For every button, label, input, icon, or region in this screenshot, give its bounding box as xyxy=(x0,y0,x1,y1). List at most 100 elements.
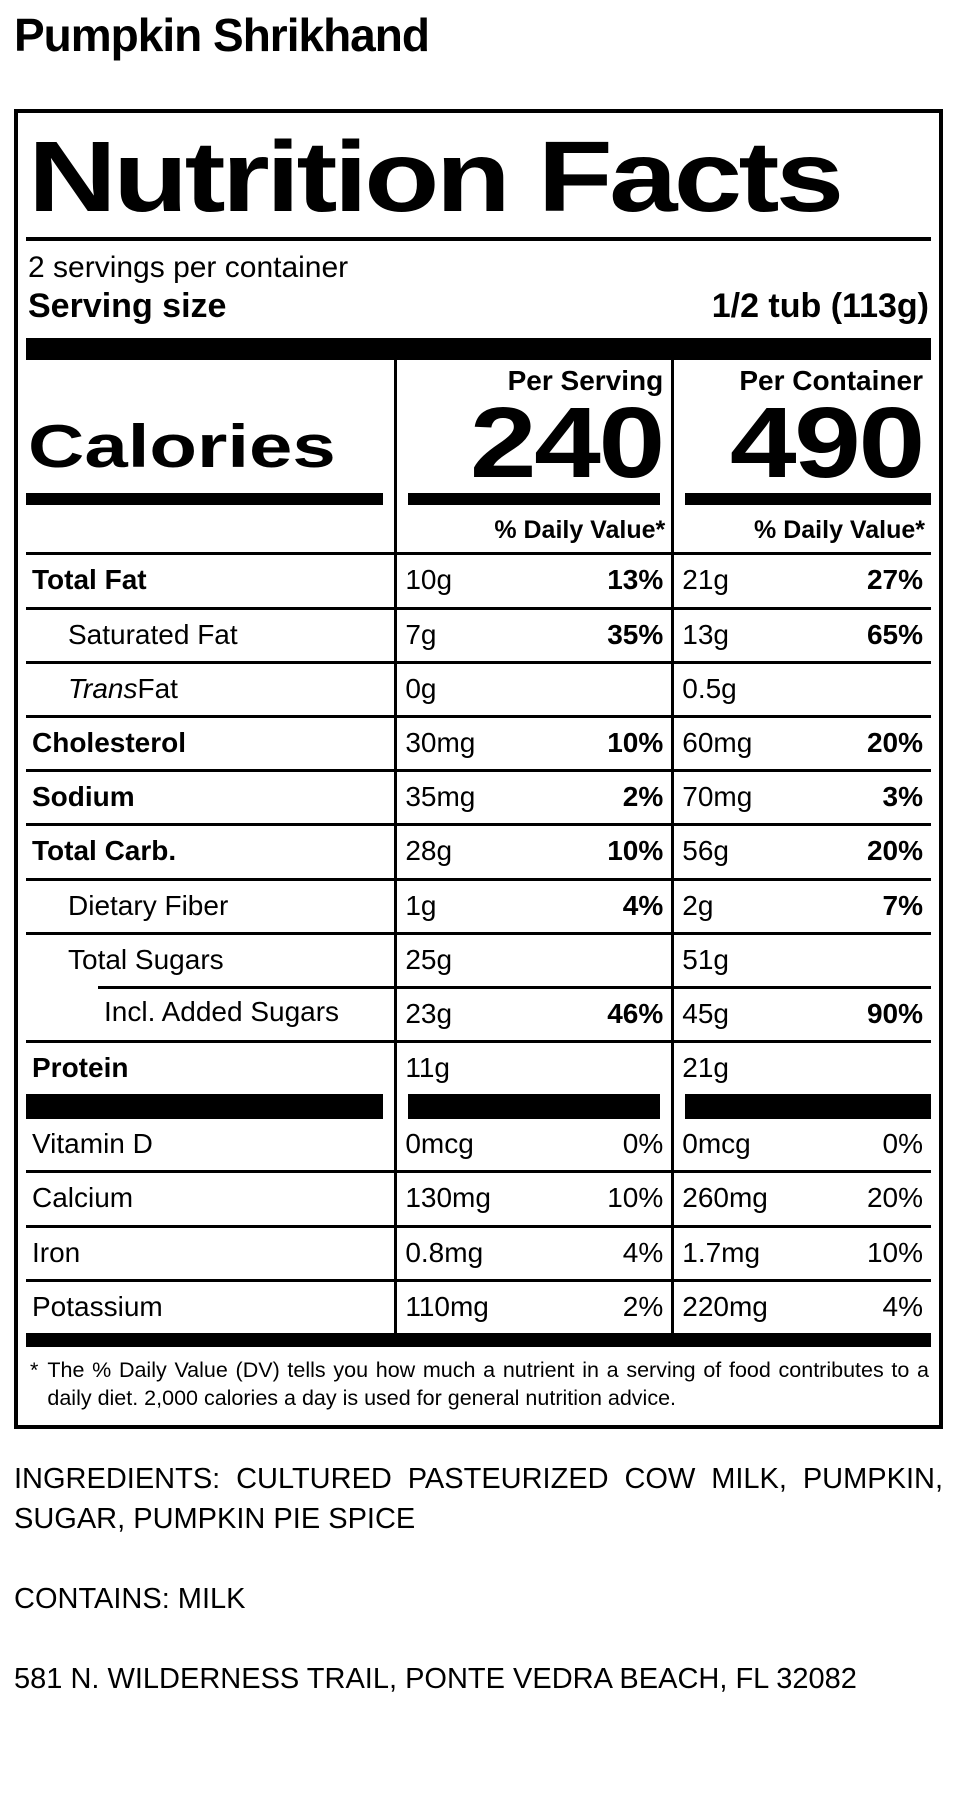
nutrient-amount: 21g xyxy=(682,564,729,596)
dv-header-spacer xyxy=(26,505,394,553)
nutrient-amount: 60mg xyxy=(682,726,753,758)
dv-header-per-container: % Daily Value* xyxy=(671,504,931,553)
nutrient-daily-value: 2% xyxy=(622,1290,664,1322)
nutrient-daily-value: 4% xyxy=(882,1290,923,1322)
nutrient-amount: 220mg xyxy=(682,1290,768,1322)
calories-per-container-cell: Per Container 490 xyxy=(671,360,931,493)
nutrient-amount: 23g xyxy=(405,997,453,1029)
calories-underline-right xyxy=(671,492,931,505)
thick-divider-bottom xyxy=(26,1333,931,1348)
nutrient-value-cell: 2g 7% xyxy=(671,877,931,932)
nutrient-value-cell: 260mg 20% xyxy=(671,1170,931,1225)
calories-underline-middle xyxy=(394,492,671,505)
nutrient-value-cell: 21g 27% xyxy=(671,552,931,607)
servings-per-container: 2 servings per container xyxy=(28,250,349,284)
nutrient-value-cell: 23g 46% xyxy=(394,985,672,1041)
nutrient-value-cell: 51g xyxy=(671,931,931,986)
nutrient-daily-value: 35% xyxy=(607,618,664,650)
heading-rule xyxy=(26,236,931,241)
nutrient-daily-value: 46% xyxy=(607,997,664,1029)
nutrient-amount: 11g xyxy=(405,1052,450,1084)
calories-label: Calories xyxy=(28,412,336,480)
nutrient-daily-value: 3% xyxy=(882,781,923,813)
nutrient-amount: 25g xyxy=(405,943,453,975)
calories-per-serving-value: 240 xyxy=(470,386,665,499)
dv-header-per-serving: % Daily Value* xyxy=(394,504,671,553)
nutrition-label-page: { "page": { "title": "Pumpkin Shrikhand"… xyxy=(0,10,957,1809)
nutrient-daily-value: 10% xyxy=(607,726,664,758)
nutrient-amount: 130mg xyxy=(405,1182,491,1214)
nutrient-name: Trans Fat xyxy=(26,660,395,715)
nutrient-daily-value: 0% xyxy=(622,1128,664,1160)
nutrient-amount: 28g xyxy=(405,835,453,867)
nutrient-value-cell: 56g 20% xyxy=(671,823,931,878)
nutrient-amount: 51g xyxy=(682,943,729,975)
nutrient-amount: 21g xyxy=(682,1052,729,1084)
nutrient-amount: 7g xyxy=(405,618,437,650)
protein-bar-left xyxy=(26,1094,394,1120)
nutrient-daily-value: 20% xyxy=(866,835,923,867)
nutrient-amount: 260mg xyxy=(682,1182,768,1214)
serving-size-label: Serving size xyxy=(28,287,227,326)
nutrient-amount: 0mcg xyxy=(405,1128,474,1160)
bar-segment xyxy=(26,1094,384,1120)
nutrient-name: Protein xyxy=(26,1040,395,1094)
nutrient-amount: 13g xyxy=(682,618,729,650)
nutrient-value-cell: 13g 65% xyxy=(671,606,931,661)
nutrient-daily-value: 27% xyxy=(866,564,923,596)
nutrient-daily-value: 90% xyxy=(866,997,923,1029)
nutrient-name: Total Fat xyxy=(26,552,395,606)
nutrient-daily-value: 13% xyxy=(607,564,664,596)
per-container-header: Per Container xyxy=(739,365,923,397)
calories-per-container-value: 490 xyxy=(729,386,925,499)
nutrient-amount: 10g xyxy=(405,564,453,596)
nutrition-facts-heading: Nutrition Facts xyxy=(28,120,844,233)
contains-text: CONTAINS: MILK xyxy=(14,1582,246,1615)
nutrient-name: Vitamin D xyxy=(32,1128,153,1160)
nutrient-amount: 30mg xyxy=(405,726,476,758)
nutrient-value-cell: 30mg 10% xyxy=(394,714,672,770)
product-title: Pumpkin Shrikhand xyxy=(14,9,430,61)
serving-size-value: 1/2 tub (113g) xyxy=(711,287,929,326)
nutrient-value-cell: 1g 4% xyxy=(394,877,672,932)
nutrient-value-cell: 130mg 10% xyxy=(394,1170,672,1225)
nutrient-amount: 2g xyxy=(682,889,714,921)
nutrient-value-cell: 1.7mg 10% xyxy=(671,1224,931,1279)
bar-segment xyxy=(408,1094,661,1120)
nutrient-name: Incl. Added Sugars xyxy=(26,985,395,1040)
thick-divider-top xyxy=(26,338,931,361)
nutrient-value-cell: 28g 10% xyxy=(394,823,672,878)
nutrient-value-cell: 0.8mg 4% xyxy=(394,1224,672,1279)
nutrient-value-cell: 35mg 2% xyxy=(394,769,672,824)
nutrient-value-cell: 110mg 2% xyxy=(394,1278,672,1334)
nutrient-name: Saturated Fat xyxy=(26,606,395,661)
nutrient-value-cell: 220mg 4% xyxy=(671,1278,931,1334)
nutrient-daily-value: 10% xyxy=(607,835,664,867)
nutrition-facts-panel: Nutrition Facts 2 servings per container… xyxy=(14,108,943,1429)
nutrient-value-cell: 7g 35% xyxy=(394,606,672,661)
package-details: INGREDIENTS: CULTURED PASTEURIZED COW MI… xyxy=(14,1459,943,1699)
nutrient-name: Iron xyxy=(26,1224,395,1279)
nutrient-name-italic: Trans xyxy=(68,672,138,704)
nutrient-value-cell: 60mg 20% xyxy=(671,714,931,770)
nutrient-value-cell: 0g xyxy=(394,660,672,715)
nutrient-value-cell: 21g xyxy=(671,1040,931,1095)
nutrient-amount: 0.8mg xyxy=(405,1236,484,1268)
nutrient-value-cell: 0.5g xyxy=(671,660,931,715)
nutrient-name: Potassium xyxy=(26,1278,395,1333)
address-text: 581 N. WILDERNESS TRAIL, PONTE VEDRA BEA… xyxy=(14,1662,857,1695)
nutrient-amount: 56g xyxy=(682,835,729,867)
calories-underline-left xyxy=(26,492,394,505)
nutrient-amount: 110mg xyxy=(405,1290,489,1322)
nutrient-name: Total Sugars xyxy=(26,931,395,986)
nutrient-amount: 1g xyxy=(405,889,437,921)
nutrient-name: Calcium xyxy=(26,1170,395,1224)
nutrient-name: Total Carb. xyxy=(26,823,395,877)
nutrient-amount: 35mg xyxy=(405,781,476,813)
per-serving-header: Per Serving xyxy=(507,365,664,397)
serving-size-row: Serving size 1/2 tub (113g) xyxy=(28,287,929,326)
nutrient-amount: 0.5g xyxy=(682,672,737,704)
nutrient-name: Sodium xyxy=(26,769,395,823)
nutrient-value-cell: 45g 90% xyxy=(671,985,931,1041)
protein-bar-right xyxy=(671,1094,931,1120)
